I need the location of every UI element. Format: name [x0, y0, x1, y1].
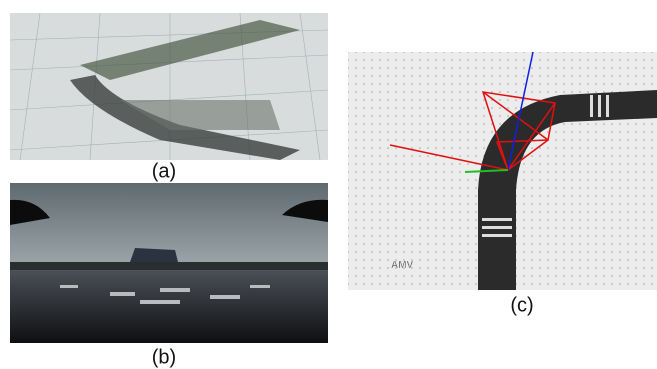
caption: (a) — [152, 160, 176, 182]
building — [130, 248, 178, 262]
caption: (c) — [510, 294, 533, 316]
treeline — [10, 262, 328, 270]
logo: AMV — [391, 260, 414, 271]
figure: (a) (b) AMV (c) — [0, 0, 657, 369]
caption: (b) — [152, 346, 176, 368]
panel-b — [10, 183, 328, 343]
panel-c: AMV — [348, 52, 657, 290]
panel-a — [10, 13, 328, 160]
